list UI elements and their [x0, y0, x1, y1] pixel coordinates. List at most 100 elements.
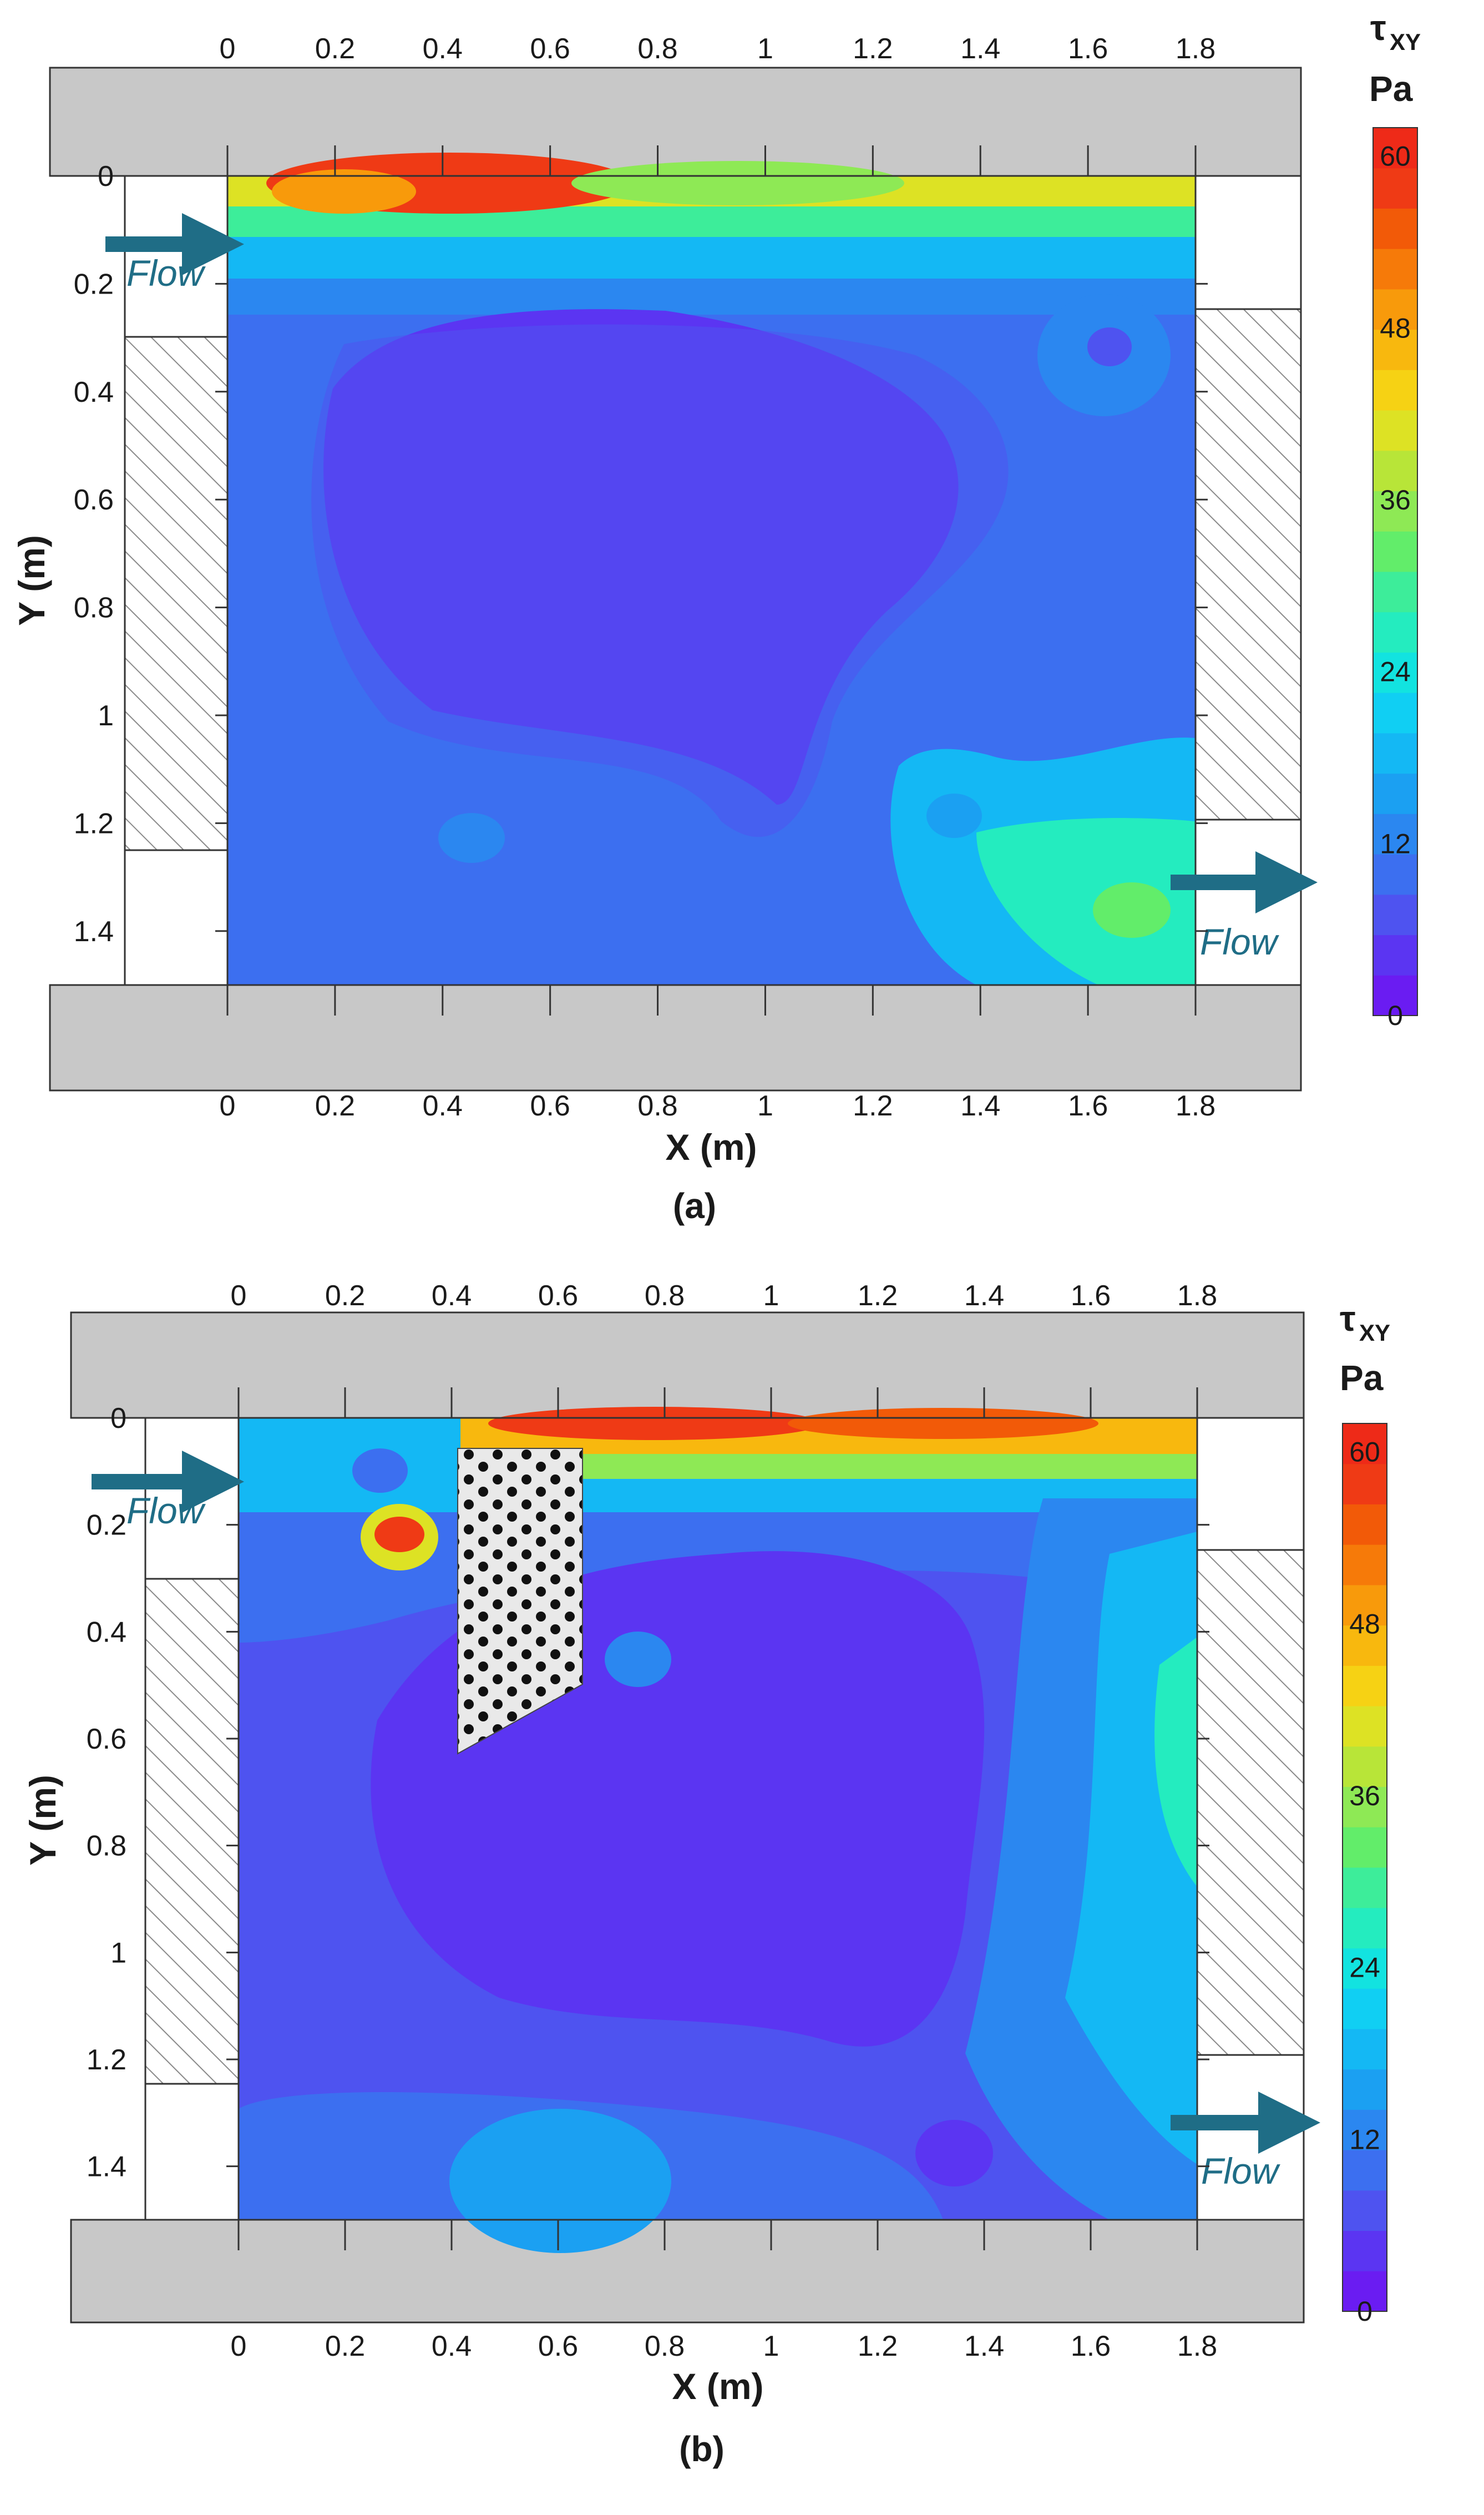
right-upper-opening	[1196, 1417, 1305, 1551]
colorbar-band	[1343, 2109, 1387, 2150]
right-baffle	[1194, 308, 1302, 821]
colorbar-band	[1343, 1584, 1387, 1626]
inlet-arrow: Flow	[92, 1451, 244, 1531]
x-tick-label-top: 0.8	[645, 1280, 685, 1312]
y-tick-label: 0.4	[87, 1616, 126, 1648]
colorbar-tick-label: 36	[1380, 484, 1411, 516]
colorbar-unit-a: Pa	[1369, 69, 1413, 109]
inlet-flow-label: Flow	[126, 252, 206, 294]
x-tick-label-bottom: 1.4	[960, 1090, 1000, 1122]
x-tick-label-top: 0.2	[315, 33, 355, 65]
y-tick-label: 0.8	[74, 592, 114, 624]
x-tick-label-bottom: 1.2	[858, 2330, 898, 2362]
y-tick-label: 1	[110, 1937, 126, 1969]
x-tick-label-bottom: 0.8	[645, 2330, 685, 2362]
colorbar-band	[1343, 2069, 1387, 2110]
x-tick-label-bottom: 0.2	[325, 2330, 365, 2362]
contour-field	[239, 1407, 1197, 2253]
y-axis-title-b: Y (m)	[22, 1775, 63, 1866]
colorbar-band	[1373, 652, 1417, 693]
colorbar-tick-label: 36	[1349, 1780, 1380, 1811]
colorbar-band	[1373, 370, 1417, 411]
x-tick-label-top: 1.2	[853, 33, 893, 65]
colorbar-bands-b	[1342, 1423, 1387, 2312]
colorbar-band	[1373, 410, 1417, 451]
y-tick-label: 0	[110, 1402, 126, 1435]
x-tick-label-top: 1.8	[1177, 1280, 1217, 1312]
colorbar-band	[1373, 289, 1417, 330]
colorbar-tick-label: 60	[1349, 1437, 1380, 1468]
perforated-obstacle	[457, 1448, 583, 1755]
axis-ticks-b: 0 0 0.2 0.2 0.4 0.4 0.6 0.6 0.8 0.8 1 1 1.2 1.2 1.4 1.4…	[87, 1280, 1217, 2362]
colorbar-band	[1373, 854, 1417, 895]
outlet-flow-label: Flow	[1201, 2150, 1281, 2191]
colorbar-band	[1373, 975, 1417, 1016]
colorbar-band	[1373, 612, 1417, 653]
colorbar-band	[1343, 1423, 1387, 1464]
colorbar-band	[1343, 1625, 1387, 1666]
colorbar-band	[1343, 1706, 1387, 1747]
colorbar-band	[1343, 1948, 1387, 1989]
domain-frame	[226, 175, 1197, 986]
outlet-opening	[1196, 2054, 1305, 2221]
y-tick-label: 1.4	[74, 916, 114, 948]
x-tick-label-top: 0.6	[530, 33, 570, 65]
x-tick-label-top: 1.2	[858, 1280, 898, 1312]
colorbar-band	[1343, 2150, 1387, 2191]
domain-frame	[237, 1417, 1198, 2221]
x-tick-label-bottom: 0.4	[432, 2330, 472, 2362]
colorbar-band	[1373, 491, 1417, 532]
x-tick-label-bottom: 1	[763, 2330, 779, 2362]
colorbar-tick-label: 24	[1380, 656, 1411, 688]
x-tick-label-top: 1	[757, 33, 773, 65]
x-tick-label-top: 1.8	[1176, 33, 1215, 65]
left-baffle	[124, 336, 229, 851]
x-tick-label-top: 0.6	[538, 1280, 578, 1312]
left-lower-opening	[124, 849, 229, 986]
y-tick-label: 0.8	[87, 1830, 126, 1862]
colorbar-b: τ XY Pa 60 48 36 24 12 0	[1340, 1299, 1390, 2327]
colorbar-band	[1343, 1867, 1387, 1908]
colorbar-tick-label: 60	[1380, 141, 1411, 172]
y-tick-label: 1	[98, 700, 114, 732]
axis-ticks-a: 0 0 0.2 0.2 0.4 0.4 0.6 0.6 0.8 0.8 1 1 1.2 1.2 1.4 1.4…	[74, 33, 1215, 1122]
y-tick-label: 1.2	[87, 2044, 126, 2076]
x-tick-label-top: 0	[220, 33, 236, 65]
colorbar-ticks-a: 60 48 36 24 12 0	[1380, 141, 1411, 1031]
x-tick-label-bottom: 1.2	[853, 1090, 893, 1122]
colorbar-band	[1373, 572, 1417, 613]
x-tick-label-top: 1.4	[964, 1280, 1004, 1312]
x-tick-label-top: 0.8	[637, 33, 677, 65]
colorbar-tick-label: 24	[1349, 1952, 1380, 1983]
colorbar-band	[1343, 1463, 1387, 1504]
colorbar-band	[1343, 2271, 1387, 2312]
outlet-arrow: Flow	[1171, 2092, 1320, 2191]
x-tick-label-bottom: 0.6	[530, 1090, 570, 1122]
top-wall	[70, 1311, 1305, 1419]
colorbar-band	[1343, 2190, 1387, 2231]
colorbar-band	[1373, 894, 1417, 936]
colorbar-band	[1373, 531, 1417, 572]
x-tick-label-top: 0.4	[423, 33, 463, 65]
panel-label-b: (b)	[679, 2429, 725, 2469]
x-tick-label-top: 1	[763, 1280, 779, 1312]
x-axis-title-a: X (m)	[666, 1127, 757, 1168]
outlet-arrow: Flow	[1171, 851, 1318, 962]
y-axis-title-a: Y (m)	[11, 535, 52, 626]
outlet-flow-label: Flow	[1200, 921, 1280, 962]
colorbar-ticks-b: 60 48 36 24 12 0	[1349, 1437, 1380, 2327]
colorbar-tick-label: 0	[1387, 1000, 1403, 1031]
colorbar-frame	[1372, 127, 1418, 1016]
colorbar-tick-label: 12	[1349, 2124, 1380, 2155]
top-wall	[49, 67, 1302, 177]
x-tick-label-top: 0.2	[325, 1280, 365, 1312]
y-tick-label: 0.2	[87, 1509, 126, 1542]
bottom-wall	[70, 2219, 1305, 2324]
colorbar-band	[1373, 935, 1417, 976]
x-tick-label-bottom: 1.4	[964, 2330, 1004, 2362]
colorbar-band	[1343, 2028, 1387, 2070]
panel-b: Flow Flow 0 0 0.2 0.2 0.4 0.4 0.6 0.6 0.8 0.8 1 1 1.…	[22, 1280, 1390, 2469]
colorbar-subscript-b: XY	[1359, 1320, 1390, 1346]
x-tick-label-top: 0.4	[432, 1280, 472, 1312]
colorbar-band	[1373, 208, 1417, 249]
